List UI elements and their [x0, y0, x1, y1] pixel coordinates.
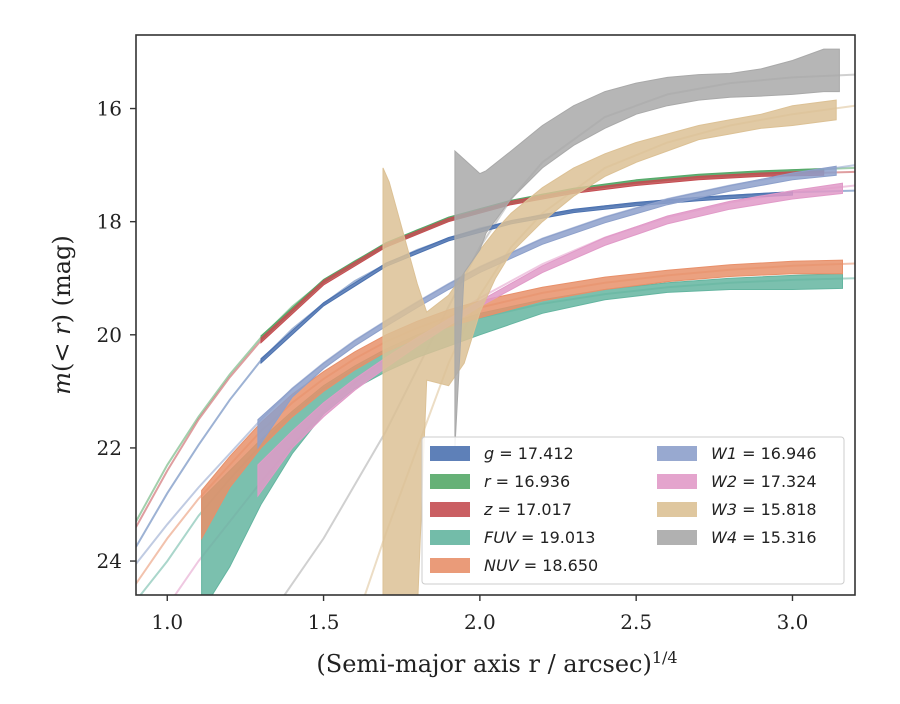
y-tick-label: 24	[97, 549, 122, 573]
legend-label-w1: W1 = 16.946	[711, 444, 817, 463]
plot-frame	[135, 34, 856, 596]
y-label-var: m	[48, 372, 76, 395]
axis-ticks: 1.0 1.5 2.0 2.5 3.0 16 18 20 22 24	[97, 97, 809, 634]
y-label-paren: (<	[48, 335, 76, 372]
legend-frame	[421, 436, 845, 585]
y-tick-label: 16	[97, 97, 122, 121]
legend-swatch-w2	[657, 474, 697, 489]
legend-swatch-fuv	[430, 530, 470, 545]
x-axis-label-exponent: 1/4	[652, 648, 678, 667]
y-tick-label: 20	[97, 323, 122, 347]
legend-label-w2: W2 = 17.324	[711, 472, 817, 491]
x-tick-label: 1.5	[308, 610, 340, 634]
legend-swatch-w1	[657, 446, 697, 461]
legend-swatch-w3	[657, 502, 697, 517]
y-axis-label: m(< r) (mag)	[48, 235, 76, 395]
band-w4	[454, 48, 840, 448]
legend-label-w4: W4 = 15.316	[711, 528, 817, 547]
x-axis-label: (Semi-major axis r / arcsec)1/4	[316, 648, 677, 678]
band-nuv	[201, 259, 843, 541]
legend: g = 17.412 r = 16.936 z = 17.017 FUV = 19.0…	[421, 436, 845, 585]
legend-label-fuv: FUV = 19.013	[484, 528, 595, 547]
y-tick-label: 22	[97, 436, 122, 460]
legend-swatch-w4	[657, 530, 697, 545]
legend-label-nuv: NUV = 18.650	[484, 556, 598, 575]
x-axis-label-text: (Semi-major axis r / arcsec)	[316, 650, 651, 678]
legend-label-z: z = 17.017	[483, 500, 572, 519]
x-tick-label: 1.0	[151, 610, 183, 634]
legend-label-r: r = 16.936	[484, 472, 570, 491]
band-w3	[382, 99, 837, 595]
y-label-rest: ) (mag)	[48, 235, 76, 323]
legend-swatch-z	[430, 502, 470, 517]
x-tick-label: 2.0	[464, 610, 496, 634]
legend-swatch-nuv	[430, 558, 470, 573]
legend-swatch-g	[430, 446, 470, 461]
data-bands	[201, 48, 843, 595]
legend-label-w3: W3 = 15.818	[711, 500, 817, 519]
plot-area	[136, 48, 855, 595]
y-label-radius: r	[48, 322, 76, 335]
x-tick-label: 2.5	[620, 610, 652, 634]
legend-label-g: g = 17.412	[484, 444, 574, 463]
legend-swatch-r	[430, 474, 470, 489]
y-tick-label: 18	[97, 210, 122, 234]
x-tick-label: 3.0	[777, 610, 809, 634]
